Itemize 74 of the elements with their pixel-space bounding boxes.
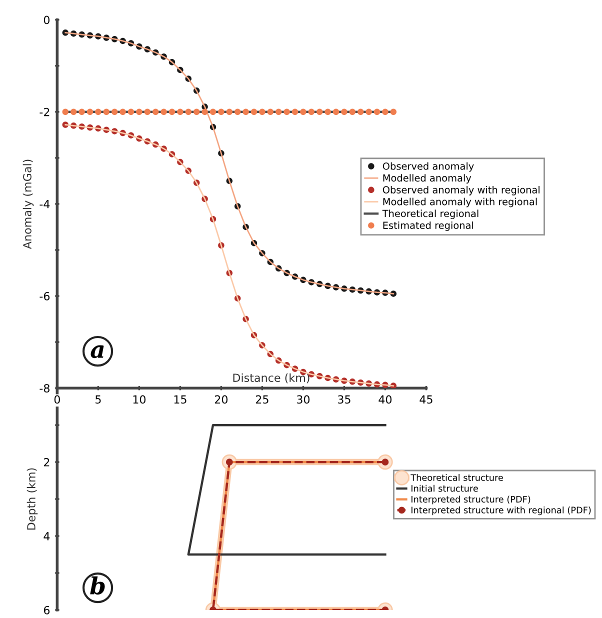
x-tick-label: 10 [133,395,146,404]
point [242,108,249,115]
point [218,108,224,115]
point [308,108,315,115]
point [366,108,372,115]
y-tick-label: -6 [40,292,50,300]
x-tick-label: 25 [256,395,268,404]
point [152,108,159,115]
legend-label: Observed anomaly [382,162,474,172]
y-axis-title: Depth (km) [26,468,38,530]
point [292,108,298,115]
point [341,108,348,115]
legend-label: Theoretical regional [382,210,478,220]
legend-label: Interpreted structure (PDF) [412,496,530,504]
point [128,108,134,115]
point [390,108,397,115]
y-axis-title: Anomaly (mGal) [22,160,34,249]
legend-label: Estimated regional [383,221,474,231]
point [259,108,266,115]
x-tick-label: 0 [54,395,60,404]
point [332,108,340,115]
point [234,108,241,115]
point [103,108,110,115]
point [78,108,85,115]
point [284,108,290,115]
point [86,108,94,115]
x-tick-label: 30 [296,395,310,404]
point [226,108,233,115]
y-tick-label: -2 [40,108,50,116]
point [349,108,356,115]
point [185,108,192,115]
point [144,108,151,115]
point [250,108,258,115]
point [382,108,388,115]
x-tick-label: 20 [214,395,228,404]
x-tick-label: 35 [338,395,350,404]
y-tick-label: 4 [44,532,50,540]
annotation: a [90,345,104,358]
point [300,108,306,115]
annotation: b [90,576,105,595]
point [357,108,364,115]
y-tick-label: 6 [44,606,50,614]
point [316,108,323,115]
legend-label: Theoretical structure [410,474,503,481]
legend-label: Initial structure [412,484,478,492]
y-tick-label: -4 [40,200,50,208]
x-tick-label: 45 [420,395,432,404]
point [160,108,167,115]
x-axis-title: Distance (km) [233,373,310,384]
point [177,108,184,115]
legend-label: Modelled anomaly [383,174,472,184]
x-tick-label: 40 [378,395,392,404]
point [374,108,380,115]
legend-label: Interpreted structure with regional (PDF) [412,506,591,516]
point [95,108,102,115]
legend-label: Modelled anomaly with regional [383,198,537,208]
point [193,108,200,115]
point [324,108,331,115]
x-tick-label: 15 [174,395,186,404]
point [70,108,77,115]
point [168,108,176,115]
y-tick-label: -8 [40,384,50,392]
point [120,108,126,115]
point [202,108,208,115]
y-tick-label: 0 [44,16,50,24]
point [275,108,282,115]
point [136,108,142,115]
point [111,108,118,115]
point [210,108,216,115]
point [62,108,69,115]
legend-label: Observed anomaly with regional [382,186,540,196]
x-tick-label: 5 [96,395,101,404]
y-tick-label: 2 [44,458,50,466]
point [267,108,274,115]
